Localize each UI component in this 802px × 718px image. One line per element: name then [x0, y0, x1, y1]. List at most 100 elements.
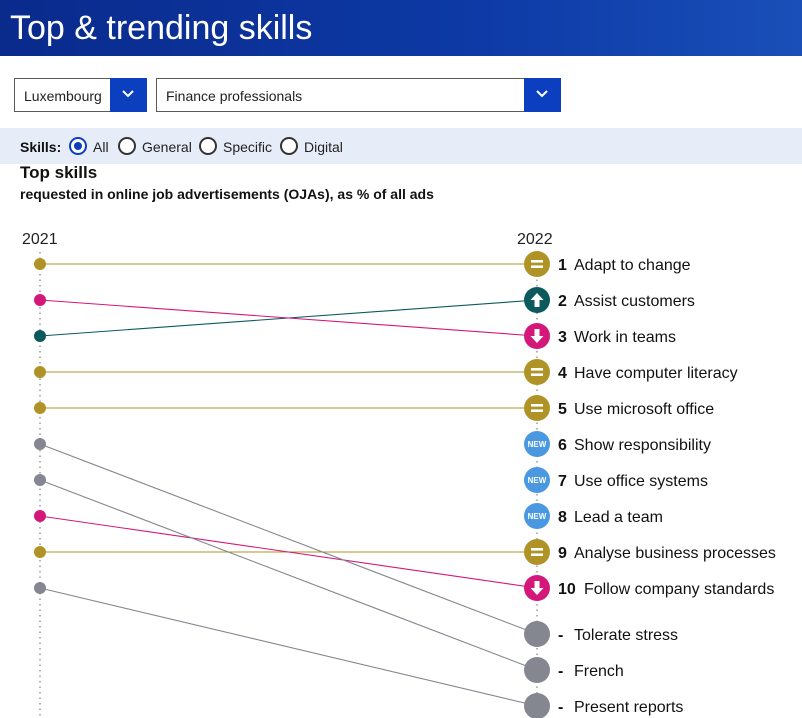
- equals-icon: [531, 260, 543, 263]
- rank-marker: [524, 431, 550, 457]
- rank-2022-label: 10: [558, 581, 576, 598]
- skill-name-label: French: [574, 663, 624, 680]
- skill-name-label: Assist customers: [574, 293, 695, 310]
- chevron-down-icon: [122, 90, 134, 98]
- equals-icon: [531, 409, 543, 412]
- rank-marker: [524, 251, 550, 277]
- skill-name-label: Analyse business processes: [574, 545, 776, 562]
- skill-name-label: Work in teams: [574, 329, 676, 346]
- radio-specific[interactable]: [199, 137, 217, 155]
- marker-2022-present-reports: [524, 693, 550, 718]
- radio-all-label[interactable]: All: [93, 139, 109, 155]
- skill-name-label: Follow company standards: [584, 581, 774, 598]
- rank-marker: [524, 359, 550, 385]
- chevron-down-icon: [536, 90, 548, 98]
- rank-2022-label: 1: [558, 257, 567, 274]
- marker-2022-work-in-teams: [524, 323, 550, 349]
- header-bar: Top & trending skills: [0, 0, 802, 56]
- dot-2021-analyse-business-processes: [34, 546, 46, 558]
- rank-marker: [524, 539, 550, 565]
- skill-name-label: Present reports: [574, 699, 683, 716]
- occupation-select-value: Finance professionals: [166, 88, 303, 104]
- marker-2022-use-microsoft-office: [524, 395, 550, 421]
- radio-all[interactable]: [69, 137, 87, 155]
- new-badge-icon: NEW: [528, 476, 547, 485]
- dot-2021-use-microsoft-office: [34, 402, 46, 414]
- rank-marker: [524, 503, 550, 529]
- equals-icon: [531, 265, 543, 268]
- skill-name-label: Adapt to change: [574, 257, 691, 274]
- dropped-marker: [524, 621, 550, 647]
- marker-2022-tolerate-stress: [524, 621, 550, 647]
- slope-line-french: [39, 479, 538, 671]
- arrow-up-icon: [530, 293, 544, 307]
- radio-general-label[interactable]: General: [142, 139, 192, 155]
- country-select-value: Luxembourg: [24, 88, 102, 104]
- rank-2022-label: 3: [558, 329, 567, 346]
- rank-2022-label: -: [558, 663, 563, 680]
- dot-2021-french: [34, 474, 46, 486]
- skill-name-label: Have computer literacy: [574, 365, 738, 382]
- marker-2022-french: [524, 657, 550, 683]
- skill-name-label: Show responsibility: [574, 437, 711, 454]
- skills-filter-bar: Skills: All General Specific Digital: [0, 128, 802, 164]
- rank-2022-label: 4: [558, 365, 567, 382]
- radio-specific-label[interactable]: Specific: [223, 139, 273, 155]
- dot-2021-assist-customers: [34, 330, 46, 342]
- marker-2022-assist-customers: [524, 287, 550, 313]
- chart-title: Top skills: [20, 163, 98, 182]
- occupation-dropdown-button[interactable]: [524, 78, 561, 112]
- marker-2022-follow-company-standards: [524, 575, 550, 601]
- dot-2021-tolerate-stress: [34, 438, 46, 450]
- rank-marker: [524, 395, 550, 421]
- radio-digital[interactable]: [280, 137, 298, 155]
- marker-2022-use-office-systems: NEW: [524, 467, 550, 493]
- marker-2022-have-computer-literacy: [524, 359, 550, 385]
- slope-line-work-in-teams: [39, 299, 538, 337]
- year-label-2022: 2022: [517, 231, 553, 248]
- dropped-marker: [524, 693, 550, 718]
- chart-subtitle: requested in online job advertisements (…: [20, 186, 434, 202]
- dot-2021-adapt-to-change: [34, 258, 46, 270]
- rank-marker: [524, 467, 550, 493]
- page-title: Top & trending skills: [10, 9, 313, 47]
- skill-name-label: Use microsoft office: [574, 401, 714, 418]
- dot-2021-present-reports: [34, 582, 46, 594]
- skill-name-label: Tolerate stress: [574, 627, 678, 644]
- equals-icon: [531, 404, 543, 407]
- country-dropdown-button[interactable]: [110, 78, 147, 112]
- skills-filter-label: Skills:: [20, 139, 62, 155]
- skill-name-label: Lead a team: [574, 509, 663, 526]
- rank-2022-label: 6: [558, 437, 567, 454]
- marker-2022-show-responsibility: NEW: [524, 431, 550, 457]
- slope-line-follow-company-standards: [39, 515, 538, 589]
- marker-2022-lead-a-team: NEW: [524, 503, 550, 529]
- rank-2022-label: 5: [558, 401, 567, 418]
- rank-2022-label: 8: [558, 509, 567, 526]
- arrow-down-icon: [530, 329, 544, 343]
- occupation-select[interactable]: Finance professionals: [156, 78, 561, 112]
- rank-2022-label: -: [558, 699, 563, 716]
- rank-2022-label: -: [558, 627, 563, 644]
- equals-icon: [531, 553, 543, 556]
- radio-general[interactable]: [118, 137, 136, 155]
- equals-icon: [531, 548, 543, 551]
- radio-digital-label[interactable]: Digital: [304, 139, 343, 155]
- marker-2022-analyse-business-processes: [524, 539, 550, 565]
- country-select[interactable]: Luxembourg: [14, 78, 147, 112]
- arrow-down-icon: [530, 581, 544, 595]
- slope-line-present-reports: [39, 587, 538, 707]
- marker-2022-adapt-to-change: [524, 251, 550, 277]
- year-label-2021: 2021: [22, 231, 58, 248]
- dot-2021-follow-company-standards: [34, 510, 46, 522]
- dropped-marker: [524, 657, 550, 683]
- equals-icon: [531, 368, 543, 371]
- dot-2021-work-in-teams: [34, 294, 46, 306]
- equals-icon: [531, 373, 543, 376]
- rank-2022-label: 9: [558, 545, 567, 562]
- new-badge-icon: NEW: [528, 440, 547, 449]
- new-badge-icon: NEW: [528, 512, 547, 521]
- slope-line-tolerate-stress: [39, 443, 538, 635]
- skill-name-label: Use office systems: [574, 473, 708, 490]
